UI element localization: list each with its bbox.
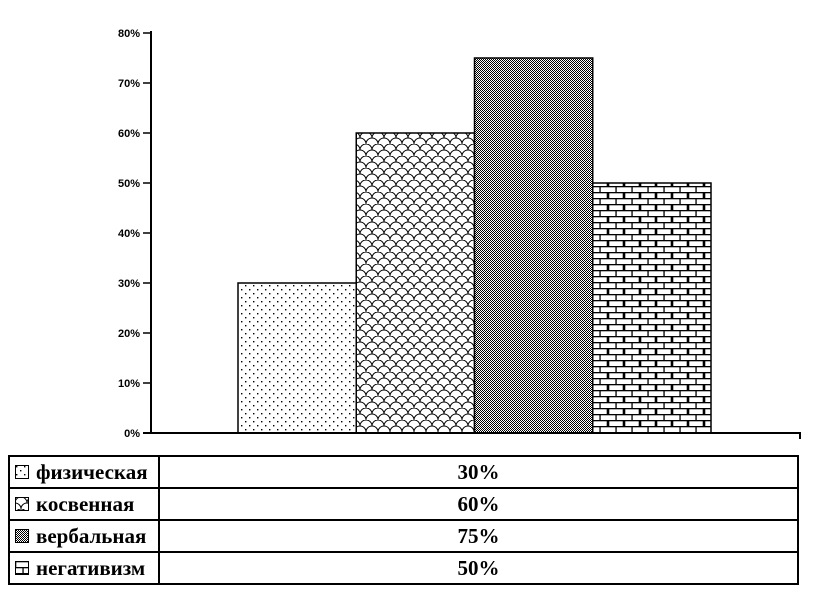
y-axis-tick-label: 70% bbox=[118, 78, 140, 90]
bar-вербальная bbox=[473, 57, 594, 434]
legend-row: косвенная 60% bbox=[8, 487, 799, 521]
legend-value: 50% bbox=[158, 551, 799, 585]
bar-chart: 0% 10% 20% 30% 40% 50% 60% 70% 80% bbox=[118, 28, 801, 440]
y-axis-ticks bbox=[143, 32, 151, 434]
bar-физическая bbox=[237, 282, 357, 434]
y-axis-tick-label: 30% bbox=[118, 278, 140, 290]
y-axis-tick-label: 40% bbox=[118, 228, 140, 240]
bar-косвенная bbox=[355, 132, 476, 434]
scales-pattern-swatch-icon bbox=[15, 497, 29, 511]
y-axis-tick-label: 60% bbox=[118, 128, 140, 140]
y-axis-tick-label: 20% bbox=[118, 328, 140, 340]
legend-row: негативизм 50% bbox=[8, 551, 799, 585]
y-axis-tick-label: 0% bbox=[124, 428, 140, 440]
dither-pattern-swatch-icon bbox=[15, 529, 29, 543]
legend-row: физическая 30% bbox=[8, 455, 799, 489]
y-axis-tick-labels: 0% 10% 20% 30% 40% 50% 60% 70% 80% bbox=[118, 28, 140, 440]
legend-value: 30% bbox=[158, 455, 799, 489]
legend-table: физическая 30% косвенная 60% bbox=[8, 455, 799, 585]
y-axis-tick-label: 80% bbox=[118, 28, 140, 40]
legend-label: негативизм bbox=[36, 555, 146, 580]
legend-label: физическая bbox=[36, 459, 148, 484]
bricks-pattern-swatch-icon bbox=[15, 561, 29, 575]
legend-row: вербальная 75% bbox=[8, 519, 799, 553]
bar-негативизм bbox=[592, 182, 712, 434]
legend-label: вербальная bbox=[36, 523, 147, 548]
y-axis-tick-label: 50% bbox=[118, 178, 140, 190]
legend-label: косвенная bbox=[36, 491, 135, 516]
legend-value: 60% bbox=[158, 487, 799, 521]
y-axis-tick-label: 10% bbox=[118, 378, 140, 390]
dots-pattern-swatch-icon bbox=[15, 465, 29, 479]
bars-group bbox=[237, 57, 712, 434]
legend-value: 75% bbox=[158, 519, 799, 553]
